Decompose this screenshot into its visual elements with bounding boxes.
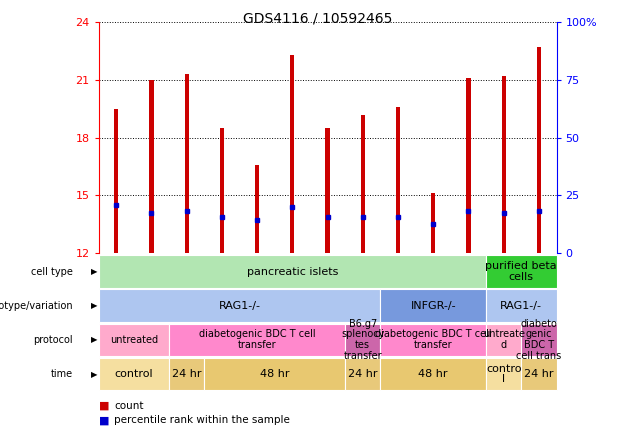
Text: 24 hr: 24 hr [524,369,553,379]
Text: RAG1-/-: RAG1-/- [219,301,261,311]
Bar [149,80,153,253]
Bar [431,194,435,253]
Bar [290,55,294,253]
Text: GDS4116 / 10592465: GDS4116 / 10592465 [244,11,392,25]
Text: diabetogenic BDC T cell
transfer: diabetogenic BDC T cell transfer [199,329,315,350]
Text: B6.g7
splenocy
tes
transfer: B6.g7 splenocy tes transfer [341,319,384,361]
Bar [255,165,259,253]
Text: ▶: ▶ [91,335,97,345]
Text: cell type: cell type [31,266,73,277]
Bar [396,107,400,253]
Text: diabeto
genic
BDC T
cell trans: diabeto genic BDC T cell trans [516,319,562,361]
Text: pancreatic islets: pancreatic islets [247,266,338,277]
Text: ▶: ▶ [91,369,97,379]
Text: count: count [114,401,144,411]
Text: ■: ■ [99,416,109,425]
Text: time: time [51,369,73,379]
Text: purified beta
cells: purified beta cells [485,261,557,282]
Text: INFGR-/-: INFGR-/- [410,301,456,311]
Text: untreate
d: untreate d [483,329,525,350]
Text: ■: ■ [99,401,109,411]
Bar [184,74,189,253]
Text: 48 hr: 48 hr [418,369,448,379]
Bar [114,109,118,253]
Text: contro
l: contro l [486,364,522,385]
Bar [502,76,506,253]
Bar [220,128,224,253]
Text: percentile rank within the sample: percentile rank within the sample [114,416,291,425]
Text: RAG1-/-: RAG1-/- [501,301,543,311]
Bar [466,78,471,253]
Bar [326,128,329,253]
Text: untreated: untreated [110,335,158,345]
Text: genotype/variation: genotype/variation [0,301,73,311]
Text: protocol: protocol [34,335,73,345]
Text: 48 hr: 48 hr [260,369,289,379]
Text: control: control [114,369,153,379]
Text: 24 hr: 24 hr [172,369,202,379]
Text: 24 hr: 24 hr [348,369,378,379]
Text: diabetogenic BDC T cell
transfer: diabetogenic BDC T cell transfer [375,329,492,350]
Bar [361,115,365,253]
Text: ▶: ▶ [91,267,97,276]
Text: ▶: ▶ [91,301,97,310]
Bar [537,47,541,253]
